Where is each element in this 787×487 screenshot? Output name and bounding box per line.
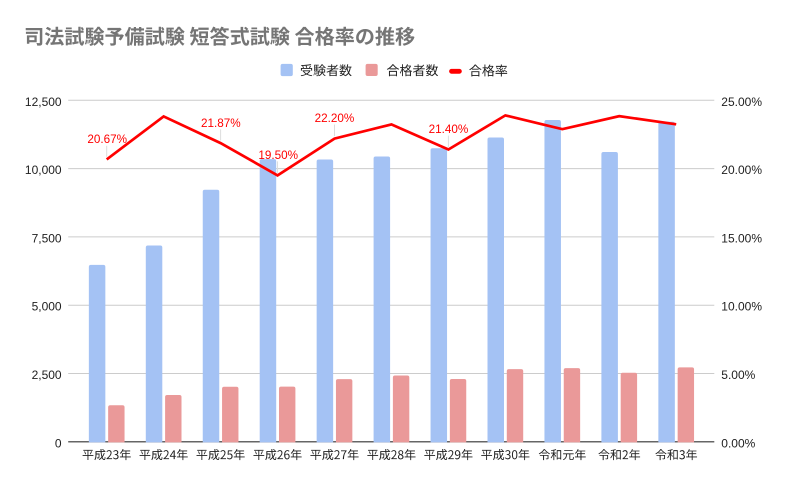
svg-text:21.40%: 21.40% (429, 123, 469, 136)
svg-text:0: 0 (55, 436, 62, 450)
svg-text:5.00%: 5.00% (721, 368, 755, 382)
svg-text:0.00%: 0.00% (721, 436, 755, 450)
svg-text:7,500: 7,500 (32, 231, 62, 245)
svg-text:5,000: 5,000 (32, 300, 62, 314)
svg-text:20.67%: 20.67% (87, 133, 127, 146)
svg-text:20.00%: 20.00% (721, 163, 762, 177)
svg-text:10,000: 10,000 (25, 163, 62, 177)
svg-text:21.87%: 21.87% (201, 117, 241, 130)
svg-text:15.00%: 15.00% (721, 231, 762, 245)
svg-text:25.00%: 25.00% (721, 95, 762, 109)
svg-text:2,500: 2,500 (32, 368, 62, 382)
svg-text:22.20%: 22.20% (315, 112, 355, 125)
svg-text:19.50%: 19.50% (258, 149, 298, 162)
svg-text:10.00%: 10.00% (721, 300, 762, 314)
svg-text:12,500: 12,500 (25, 95, 62, 109)
